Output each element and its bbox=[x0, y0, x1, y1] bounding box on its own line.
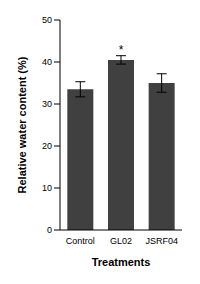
svg-text:10: 10 bbox=[42, 183, 52, 193]
svg-text:Control: Control bbox=[66, 236, 95, 246]
svg-text:30: 30 bbox=[42, 99, 52, 109]
svg-text:20: 20 bbox=[42, 141, 52, 151]
svg-text:40: 40 bbox=[42, 57, 52, 67]
svg-text:Relative water content (%): Relative water content (%) bbox=[16, 56, 28, 193]
svg-text:Treatments: Treatments bbox=[92, 256, 151, 268]
svg-text:50: 50 bbox=[42, 15, 52, 25]
svg-text:0: 0 bbox=[47, 225, 52, 235]
svg-text:*: * bbox=[119, 43, 124, 57]
svg-text:GL02: GL02 bbox=[110, 236, 132, 246]
svg-text:JSRF04: JSRF04 bbox=[145, 236, 178, 246]
